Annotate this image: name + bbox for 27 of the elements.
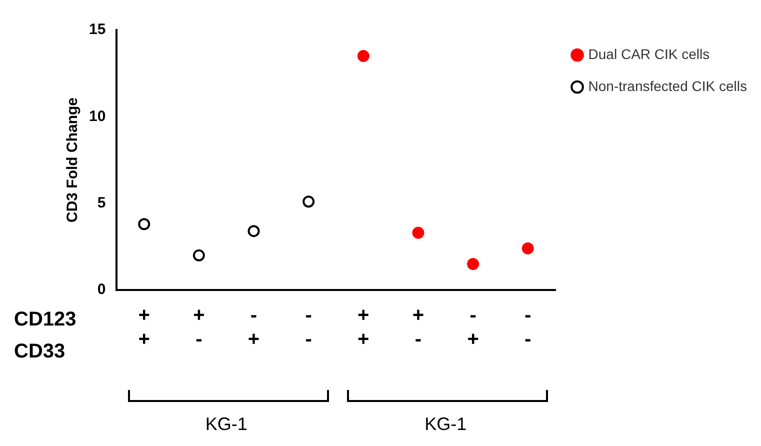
text: KG-1 <box>424 414 467 434</box>
text: KG-1 <box>205 414 248 434</box>
point <box>412 226 424 239</box>
x-tick-label: - - <box>524 304 532 351</box>
point <box>138 218 150 230</box>
y-axis-title: CD3 Fold Change <box>64 97 82 223</box>
legend-label: Non-transfected CIK cells <box>588 78 748 94</box>
y-tick-label: 5 <box>97 194 106 212</box>
point <box>302 196 315 208</box>
legend-label: Dual CAR CIK cells <box>588 46 710 62</box>
text: CD33 <box>14 340 66 363</box>
y-tick-label: 0 <box>97 281 106 298</box>
text: CD123 <box>14 308 76 331</box>
y-tick-label: 10 <box>88 108 106 125</box>
point <box>192 249 205 262</box>
x-tick-label: + + <box>358 304 370 351</box>
x-tick-label: - + <box>248 304 260 351</box>
x-tick-label: - - <box>305 304 312 351</box>
x-tick-label: + - <box>412 304 424 351</box>
y-tick-label: 15 <box>88 21 106 38</box>
x-tick-label: - + <box>467 304 479 351</box>
point <box>467 258 480 270</box>
x-tick-label: + - <box>193 304 205 351</box>
point <box>357 50 370 62</box>
point <box>248 225 260 238</box>
x-tick-label: + + <box>138 304 150 351</box>
point <box>522 242 534 254</box>
